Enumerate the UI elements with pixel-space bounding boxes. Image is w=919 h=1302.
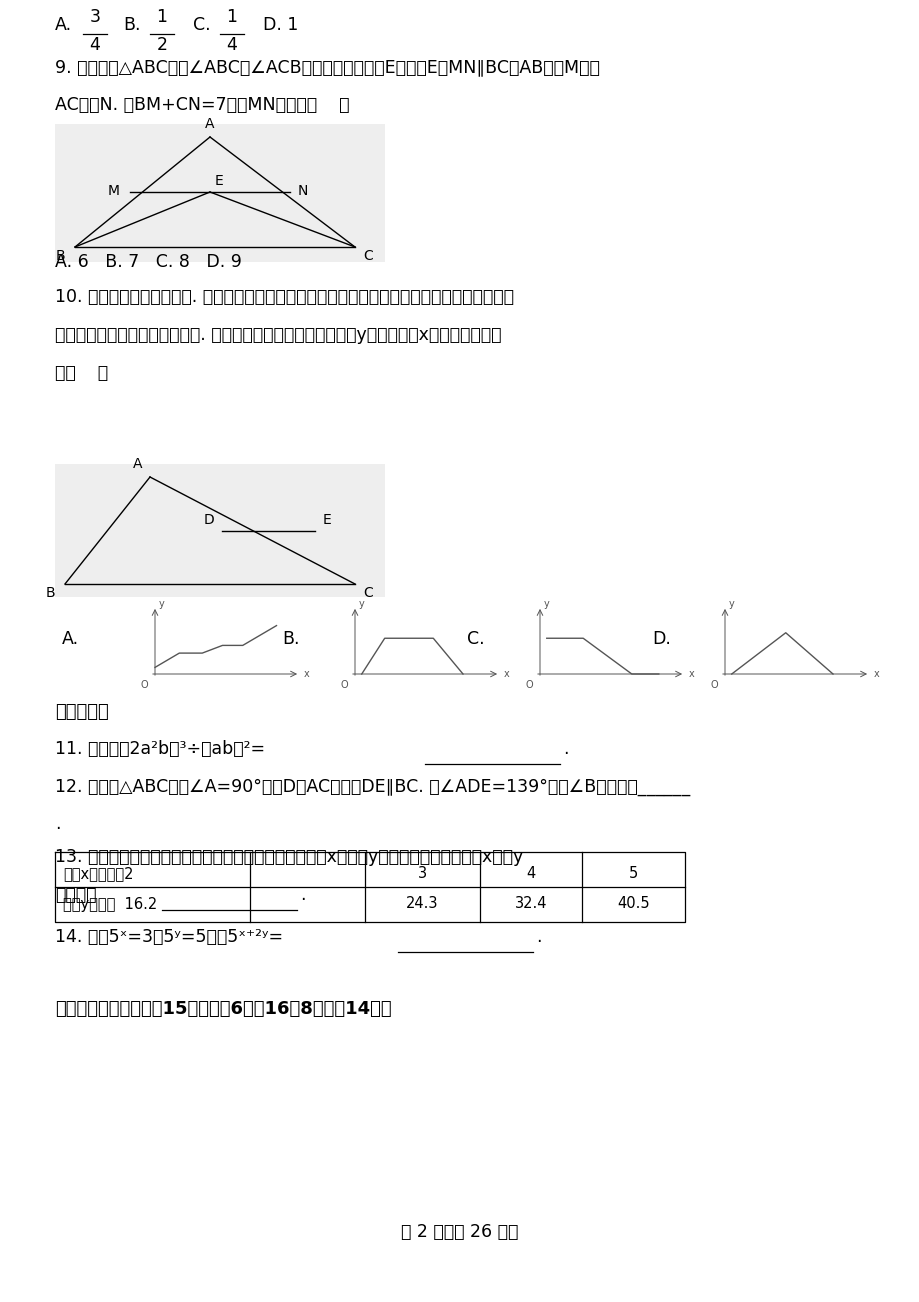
Text: 的关系式: 的关系式 <box>55 885 96 904</box>
Text: 24.3: 24.3 <box>406 897 438 911</box>
Text: .: . <box>300 885 305 904</box>
Text: C: C <box>363 586 372 600</box>
Text: A. 6   B. 7   C. 8   D. 9: A. 6 B. 7 C. 8 D. 9 <box>55 253 242 271</box>
Text: 10. 小华同学热爱体育锻炼. 每周六上午他都先从家跑步到离家较远的新华公园，在那里与同学打: 10. 小华同学热爱体育锻炼. 每周六上午他都先从家跑步到离家较远的新华公园，在… <box>55 288 514 306</box>
Text: 二、填空题: 二、填空题 <box>55 703 108 721</box>
Text: A: A <box>205 117 214 132</box>
Text: O: O <box>141 680 148 690</box>
Text: M: M <box>108 184 119 198</box>
Text: 5: 5 <box>629 867 638 881</box>
Text: 13. 某人购进一批苹果，到市场零售，已知卖出苹果数量x与售价y的关系如下表，写出用x表示y: 13. 某人购进一批苹果，到市场零售，已知卖出苹果数量x与售价y的关系如下表，写… <box>55 848 523 866</box>
Text: C: C <box>363 249 372 263</box>
Text: .: . <box>55 815 61 833</box>
Text: 售价y（元）  16.2: 售价y（元） 16.2 <box>62 897 157 911</box>
Text: y: y <box>159 599 165 609</box>
Text: N: N <box>298 184 308 198</box>
Text: 4: 4 <box>226 36 237 53</box>
Text: y: y <box>543 599 550 609</box>
Bar <box>55 124 384 262</box>
Text: 第 2 页（共 26 页）: 第 2 页（共 26 页） <box>401 1223 518 1241</box>
Text: C.: C. <box>193 16 210 34</box>
Text: B.: B. <box>123 16 141 34</box>
Text: 14. 已知5ˣ=3，5ʸ=5，则5ˣ⁺²ʸ=: 14. 已知5ˣ=3，5ʸ=5，则5ˣ⁺²ʸ= <box>55 928 283 947</box>
Text: E: E <box>323 513 332 527</box>
Text: C.: C. <box>467 630 484 648</box>
Text: .: . <box>562 740 568 758</box>
Bar <box>55 464 384 598</box>
Text: 40.5: 40.5 <box>617 897 649 911</box>
Text: 1: 1 <box>156 8 167 26</box>
Text: E: E <box>215 174 223 187</box>
Text: A: A <box>132 457 142 471</box>
Text: AC于点N. 若BM+CN=7，则MN的长为（    ）: AC于点N. 若BM+CN=7，则MN的长为（ ） <box>55 96 349 115</box>
Text: B: B <box>55 249 65 263</box>
Text: A.: A. <box>55 16 72 34</box>
Text: x: x <box>688 669 694 680</box>
Text: 数量x（千克）2: 数量x（千克）2 <box>62 867 133 881</box>
Text: 32.4: 32.4 <box>515 897 547 911</box>
Text: y: y <box>728 599 734 609</box>
Text: 4: 4 <box>89 36 100 53</box>
Text: 3: 3 <box>89 8 100 26</box>
Text: 11. 计算：（2a²b）³÷（ab）²=: 11. 计算：（2a²b）³÷（ab）²= <box>55 740 265 758</box>
Text: B.: B. <box>282 630 300 648</box>
Text: D.: D. <box>652 630 670 648</box>
Text: B: B <box>45 586 55 600</box>
Text: 1: 1 <box>226 8 237 26</box>
Text: 3: 3 <box>417 867 426 881</box>
Text: 9. 如图，在△ABC中，∠ABC和∠ACB的角平分线交于点E，过点E作MN∥BC交AB于点M，交: 9. 如图，在△ABC中，∠ABC和∠ACB的角平分线交于点E，过点E作MN∥B… <box>55 59 599 76</box>
Text: O: O <box>525 680 532 690</box>
Text: 12. 如图，△ABC中，∠A=90°，点D在AC边上，DE∥BC. 若∠ADE=139°，则∠B的度数是______: 12. 如图，△ABC中，∠A=90°，点D在AC边上，DE∥BC. 若∠ADE… <box>55 779 689 797</box>
Text: y: y <box>358 599 364 609</box>
Text: 4: 4 <box>526 867 535 881</box>
Text: x: x <box>303 669 310 680</box>
Text: O: O <box>709 680 717 690</box>
Text: D: D <box>203 513 214 527</box>
Text: x: x <box>504 669 509 680</box>
Text: D. 1: D. 1 <box>263 16 298 34</box>
Text: O: O <box>340 680 347 690</box>
Text: x: x <box>873 669 879 680</box>
Text: 三、计算下列各题（第15题每小题6分，16题8分，共14分）: 三、计算下列各题（第15题每小题6分，16题8分，共14分） <box>55 1000 391 1018</box>
Text: 是（    ）: 是（ ） <box>55 365 108 381</box>
Text: .: . <box>536 928 541 947</box>
Text: 2: 2 <box>156 36 167 53</box>
Text: A.: A. <box>62 630 79 648</box>
Text: 一段时间的羽毛球后再慢步回家. 下面能反映小华同学离家的距离y与所用时间x之间函数图象的: 一段时间的羽毛球后再慢步回家. 下面能反映小华同学离家的距离y与所用时间x之间函… <box>55 326 501 344</box>
